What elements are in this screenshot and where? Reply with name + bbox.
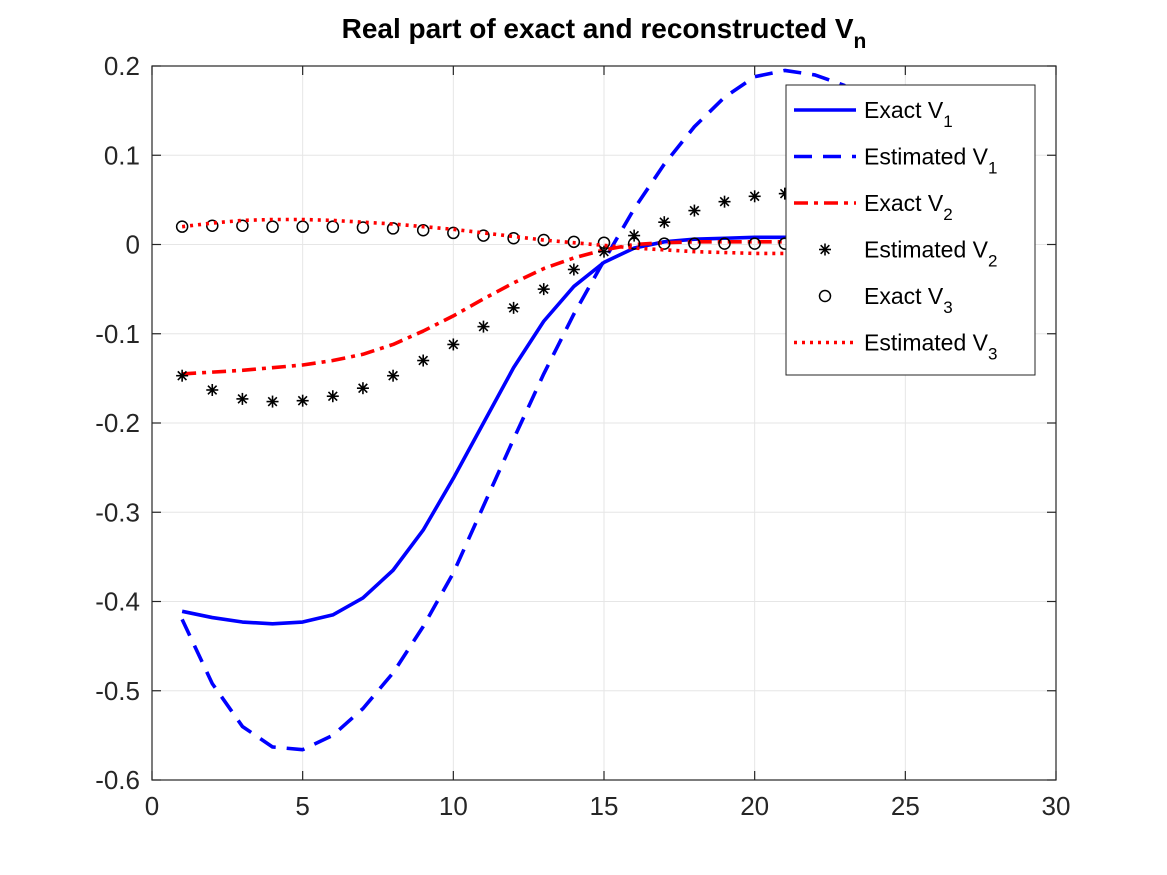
- data-point: [206, 383, 219, 396]
- data-point: [477, 320, 490, 333]
- series-line-2: [180, 68, 846, 752]
- data-point: [356, 382, 369, 395]
- x-tick-label: 0: [145, 791, 159, 821]
- x-tick-label: 5: [295, 791, 309, 821]
- data-point: [567, 263, 580, 276]
- chart-title-main: Real part of exact and reconstructed V: [342, 13, 854, 44]
- data-point: [597, 236, 611, 249]
- data-point: [206, 219, 219, 233]
- data-point: [567, 235, 581, 249]
- series-1: [181, 235, 815, 626]
- legend-label: Exact V3: [864, 283, 953, 317]
- series-line-3: [182, 240, 815, 376]
- legend-item: Estimated V2: [819, 237, 997, 271]
- data-point: [627, 237, 641, 250]
- data-point: [688, 204, 701, 217]
- data-point: [718, 195, 731, 208]
- legend-label: Estimated V3: [864, 330, 997, 364]
- legend-box: [785, 84, 1036, 376]
- legend-label: Estimated V1: [864, 144, 997, 178]
- y-tick-label: -0.3: [95, 497, 140, 527]
- legend-label: Exact V2: [864, 190, 953, 224]
- data-point: [447, 226, 460, 240]
- data-point: [748, 190, 761, 203]
- data-point: [447, 338, 460, 351]
- y-tick-label: 0.1: [104, 140, 140, 170]
- legend-item: Exact V1: [794, 97, 953, 131]
- series-layer: [175, 68, 846, 752]
- y-tick-label: -0.2: [95, 408, 140, 438]
- legend-item: Exact V2: [794, 190, 953, 224]
- x-tick-label: 10: [439, 791, 468, 821]
- data-point: [326, 220, 340, 233]
- data-point: [296, 394, 309, 407]
- x-tick-label: 25: [891, 791, 920, 821]
- x-tick-label: 15: [590, 791, 619, 821]
- data-point: [387, 369, 400, 382]
- ticks: 0 5 10 15 20 25 30 -0.6 -0.5 -0.4 -0.3 -0.2 -0.1 0 0.1…: [95, 51, 1070, 821]
- data-point: [718, 237, 731, 250]
- data-point: [416, 223, 430, 237]
- data-point: [417, 354, 430, 367]
- y-tick-label: 0.2: [104, 51, 140, 81]
- x-tick-label: 30: [1042, 791, 1071, 821]
- series-line-1: [181, 235, 815, 626]
- y-tick-label: 0: [126, 230, 140, 260]
- legend-item: Exact V3: [818, 283, 953, 317]
- data-point: [326, 390, 339, 403]
- legend-label: Estimated V2: [864, 237, 997, 271]
- series-4: [176, 187, 791, 408]
- data-point: [236, 219, 249, 233]
- legend-marker-sample: [818, 289, 832, 303]
- legend-item: Estimated V1: [794, 144, 997, 178]
- data-point: [386, 222, 400, 235]
- series-3: [182, 240, 815, 376]
- series-2: [180, 68, 846, 752]
- data-point: [507, 301, 520, 314]
- data-point: [175, 220, 189, 233]
- legend-item: Estimated V3: [794, 330, 997, 364]
- data-point: [176, 369, 189, 382]
- legend: Exact V1 Estimated V1 Exact V2 Estimated V2…: [785, 84, 1036, 376]
- data-point: [537, 283, 550, 296]
- y-tick-label: -0.4: [95, 587, 140, 617]
- data-point: [748, 237, 761, 250]
- y-tick-label: -0.5: [95, 676, 140, 706]
- data-point: [477, 229, 490, 242]
- data-point: [658, 216, 671, 229]
- data-point: [598, 245, 610, 258]
- legend-label: Exact V1: [864, 97, 953, 131]
- legend-marker-sample: [819, 243, 831, 256]
- chart-title-subscript: n: [854, 30, 867, 53]
- data-point: [688, 237, 701, 250]
- chart-title: Real part of exact and reconstructed Vn: [342, 13, 867, 53]
- data-point: [236, 392, 249, 405]
- y-tick-label: -0.1: [95, 319, 140, 349]
- data-point: [356, 221, 370, 234]
- data-point: [658, 237, 671, 250]
- x-tick-label: 20: [740, 791, 769, 821]
- y-tick-label: -0.6: [95, 765, 140, 795]
- data-point: [266, 395, 279, 408]
